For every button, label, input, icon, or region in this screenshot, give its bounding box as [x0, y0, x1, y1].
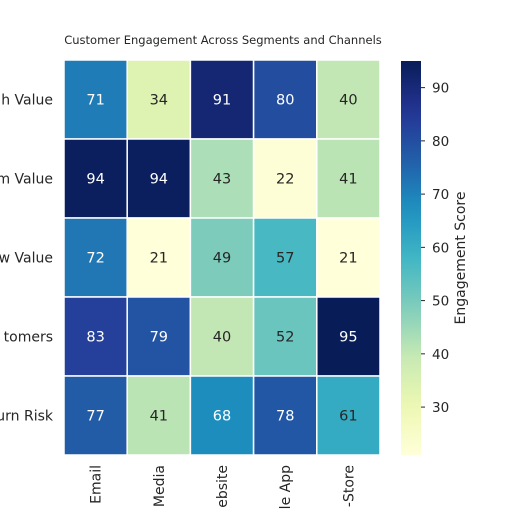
- colorbar-tick-label: 70: [432, 187, 449, 203]
- column-label: ebsite: [215, 465, 231, 508]
- cell-value-label: 94: [150, 172, 168, 188]
- cell-value-label: 77: [86, 409, 104, 425]
- cell-value-label: 71: [86, 93, 104, 109]
- row-label: urn Risk: [0, 409, 54, 425]
- cell-value-label: 21: [339, 251, 357, 267]
- colorbar-ticks: 30 40 50 60 70 80 90: [421, 81, 449, 416]
- heatmap-cell: [126, 296, 192, 377]
- heatmap-cell: [189, 59, 255, 140]
- heatmap-cell: [189, 296, 255, 377]
- column-label: Email: [89, 465, 105, 504]
- cell-value-label: 22: [276, 172, 294, 188]
- colorbar: [401, 61, 421, 455]
- heatmap-cell: [63, 296, 128, 377]
- column-label: -Store: [341, 465, 357, 507]
- row-label: w Value: [0, 251, 53, 267]
- cell-value-label: 61: [339, 409, 357, 425]
- row-labels: h Value m Value w Value tomers urn Risk: [0, 93, 54, 425]
- heatmap-cells: 71 34 91 80 40 94 94 43 22 41 72 21 49 57 21 83 79 40 52 95…: [63, 59, 381, 456]
- heatmap-cell: [252, 217, 318, 298]
- cell-value-label: 57: [276, 251, 294, 267]
- heatmap-cell: [63, 138, 128, 219]
- cell-value-label: 78: [276, 409, 294, 425]
- colorbar-tick-label: 60: [432, 240, 449, 256]
- cell-value-label: 21: [150, 251, 168, 267]
- colorbar-tick-label: 90: [432, 81, 449, 97]
- column-label: Media: [152, 465, 168, 507]
- cell-value-label: 91: [213, 93, 231, 109]
- column-labels: Email Media ebsite le App -Store: [89, 465, 358, 509]
- row-label: h Value: [1, 93, 53, 109]
- cell-value-label: 79: [150, 330, 168, 346]
- cell-value-label: 49: [213, 251, 231, 267]
- cell-value-label: 41: [339, 172, 357, 188]
- heatmap-cell: [126, 217, 192, 298]
- colorbar-tick-label: 30: [432, 400, 449, 416]
- cell-value-label: 40: [213, 330, 231, 346]
- chart-title: Customer Engagement Across Segments and …: [64, 33, 382, 47]
- heatmap-cell: [126, 59, 192, 140]
- column-label: le App: [278, 465, 294, 509]
- heatmap-cell: [189, 138, 255, 219]
- heatmap-cell: [316, 296, 381, 377]
- cell-value-label: 80: [276, 93, 294, 109]
- heatmap-cell: [63, 375, 128, 456]
- heatmap-cell: [316, 375, 381, 456]
- cell-value-label: 34: [150, 93, 168, 109]
- colorbar-tick-label: 40: [432, 347, 449, 363]
- colorbar-tick-label: 80: [432, 134, 449, 150]
- cell-value-label: 52: [276, 330, 294, 346]
- cell-value-label: 41: [150, 409, 168, 425]
- heatmap-cell: [126, 375, 192, 456]
- row-label: tomers: [4, 330, 53, 346]
- heatmap-cell: [252, 296, 318, 377]
- cell-value-label: 95: [339, 330, 357, 346]
- heatmap-cell: [316, 138, 381, 219]
- cell-value-label: 72: [86, 251, 104, 267]
- cell-value-label: 94: [86, 172, 104, 188]
- cell-value-label: 68: [213, 409, 231, 425]
- heatmap-cell: [63, 59, 128, 140]
- cell-value-label: 43: [213, 172, 231, 188]
- colorbar-label: Engagement Score: [453, 192, 469, 325]
- row-label: m Value: [0, 172, 53, 188]
- colorbar-tick-label: 50: [432, 294, 449, 310]
- cell-value-label: 83: [86, 330, 104, 346]
- cell-value-label: 40: [339, 93, 357, 109]
- heatmap-cell: [189, 375, 255, 456]
